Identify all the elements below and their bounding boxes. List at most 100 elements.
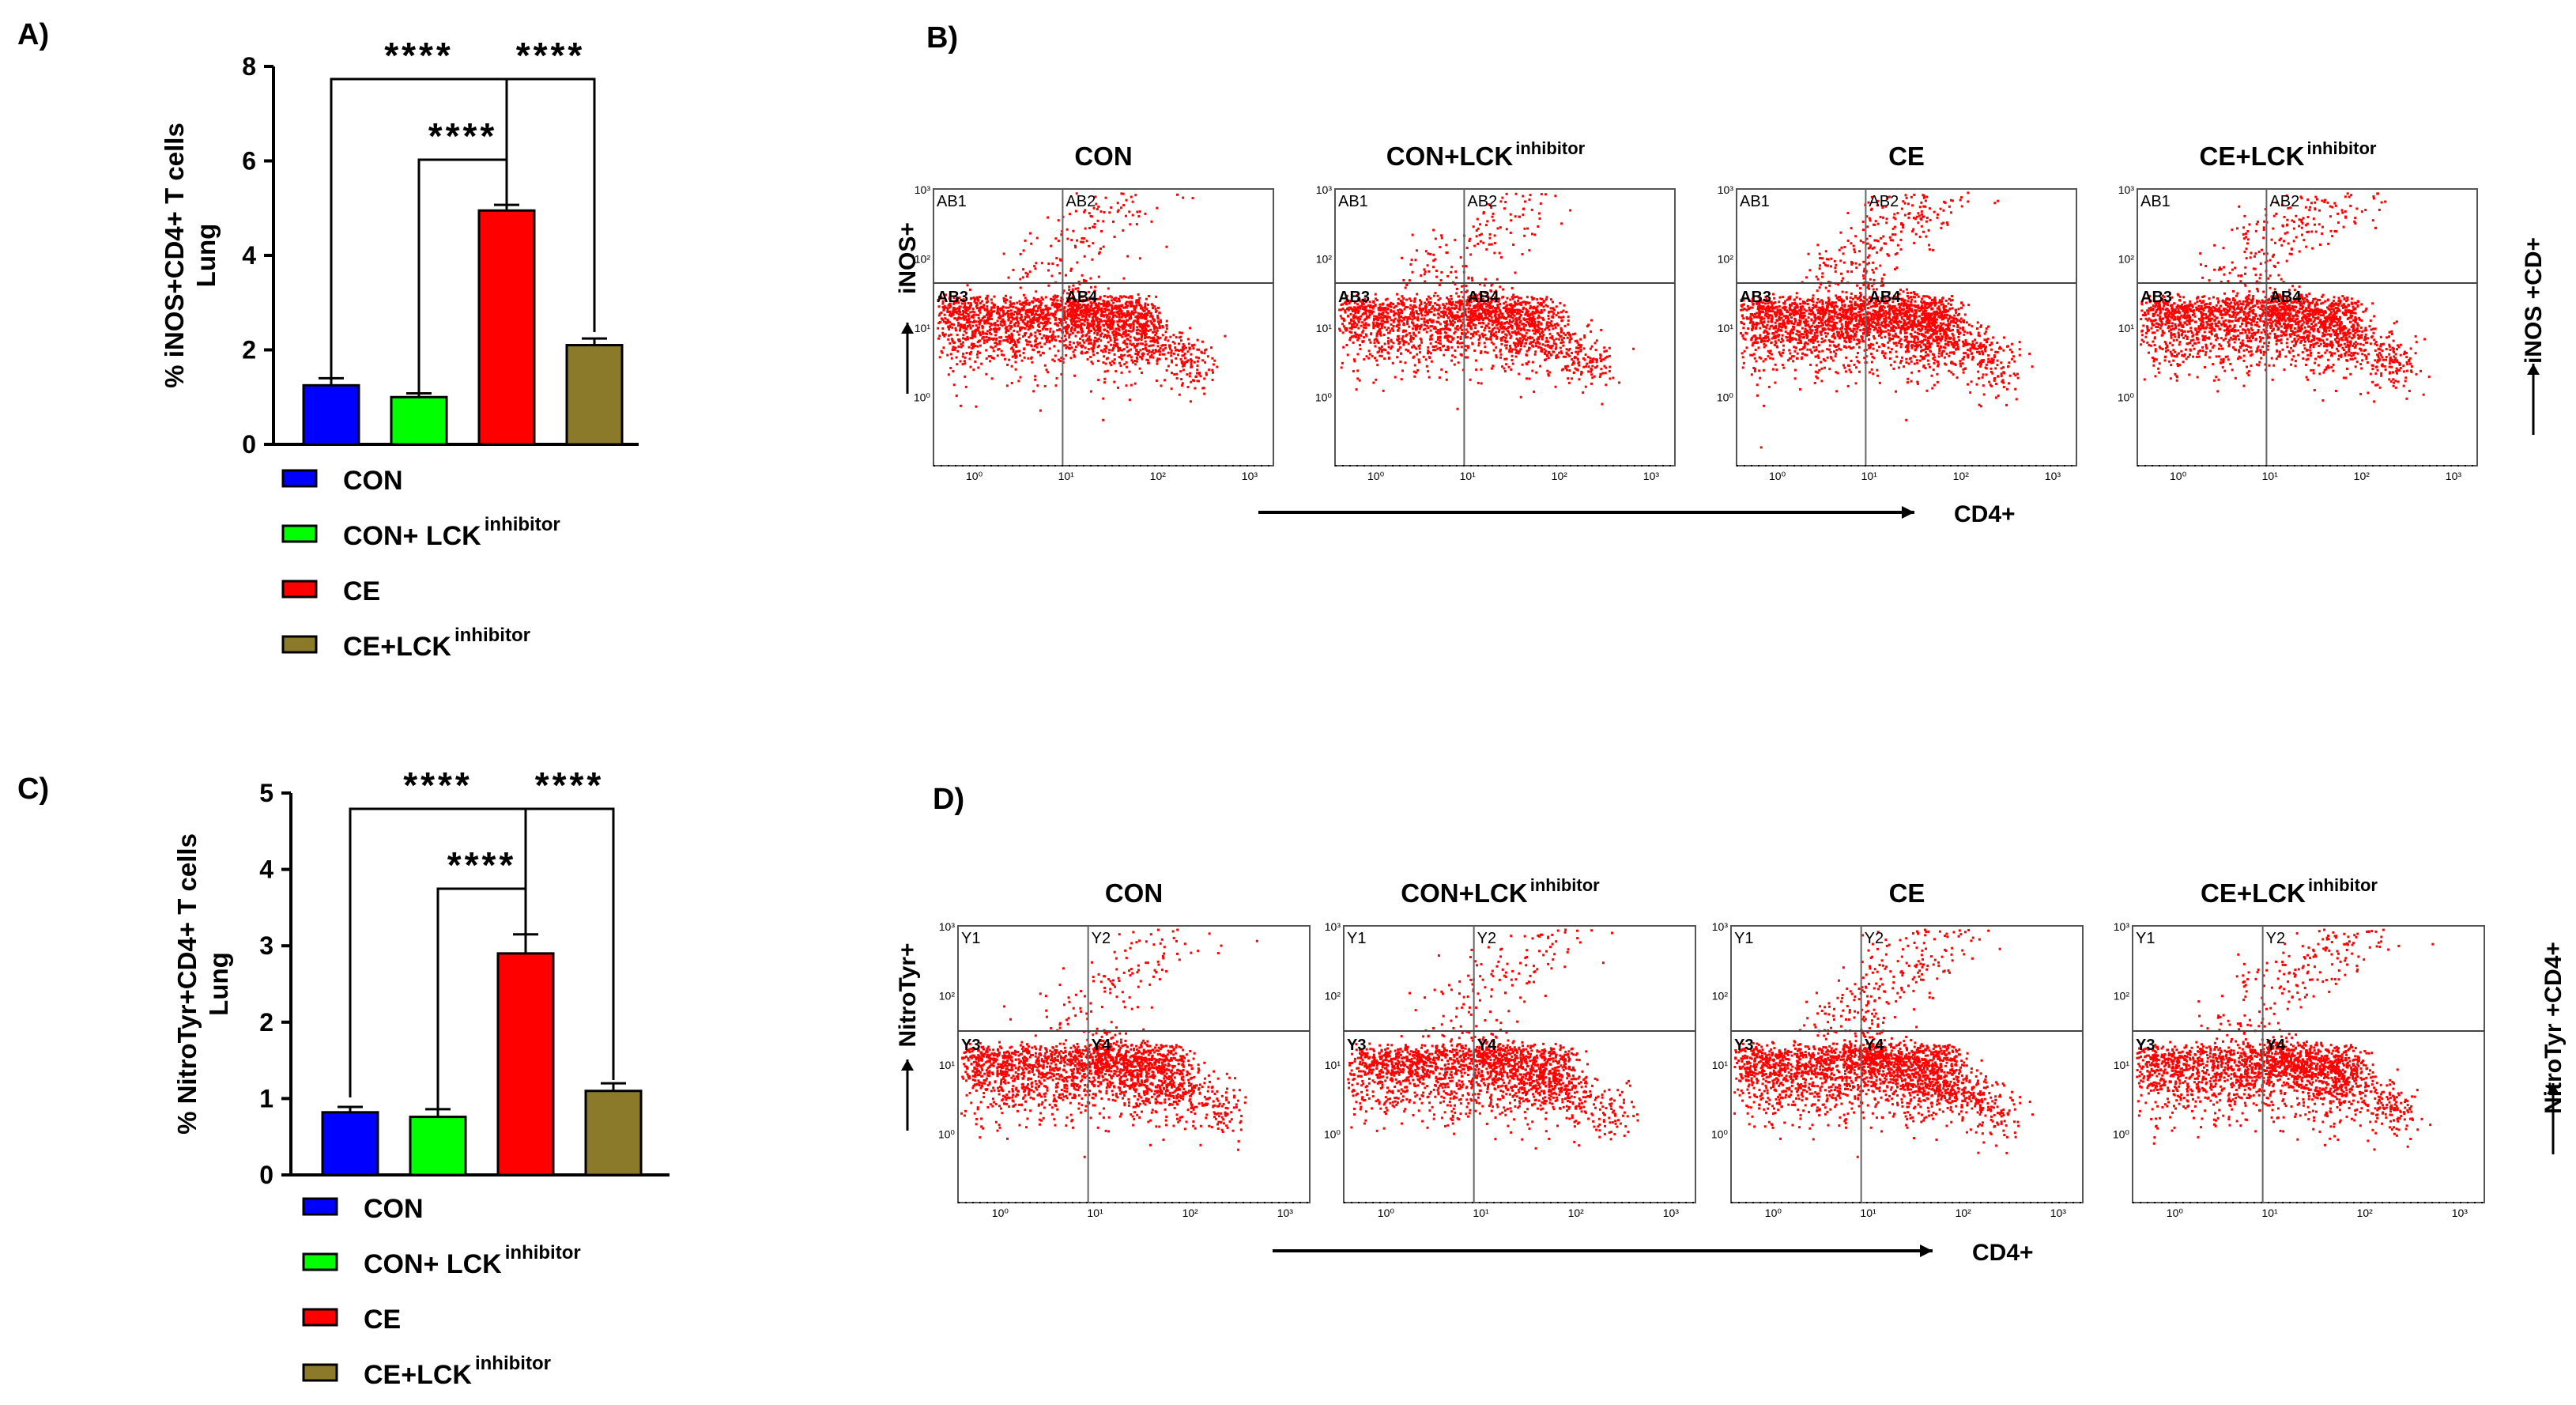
dot	[1363, 308, 1367, 312]
dot	[1433, 309, 1436, 312]
dot	[1540, 193, 1543, 196]
dot	[1505, 347, 1508, 350]
dot	[1021, 335, 1024, 338]
dot	[1489, 313, 1492, 316]
dot	[1352, 335, 1355, 338]
dot	[1409, 340, 1412, 343]
dot	[1488, 330, 1491, 333]
dot	[1554, 326, 1557, 329]
dot	[1529, 304, 1532, 308]
dot	[1594, 349, 1597, 352]
dot	[1179, 357, 1182, 361]
dot	[1011, 336, 1014, 339]
dot	[1499, 349, 1502, 353]
dot	[1397, 297, 1400, 300]
dot	[993, 304, 996, 308]
dot	[1024, 318, 1027, 321]
dot	[1530, 323, 1533, 326]
dot	[1028, 324, 1032, 327]
dot	[1131, 213, 1134, 217]
dot	[1481, 319, 1484, 322]
dot	[1906, 295, 1909, 298]
dot	[1438, 376, 1441, 380]
dot	[1466, 315, 1469, 319]
dot	[1361, 321, 1364, 324]
legend-swatch-1	[281, 524, 318, 543]
dot	[1960, 306, 1963, 309]
dot	[1084, 306, 1087, 309]
dot	[1032, 305, 1035, 308]
dot	[1092, 225, 1095, 229]
dot	[1514, 320, 1518, 323]
dot	[1039, 313, 1042, 316]
dot	[1425, 364, 1428, 368]
dot	[1035, 304, 1038, 308]
dot	[1465, 265, 1468, 268]
dot	[1106, 305, 1109, 308]
dot	[1509, 324, 1512, 327]
dot	[1135, 331, 1138, 334]
dot	[1494, 312, 1497, 315]
dot	[1368, 353, 1371, 356]
dot	[1381, 324, 1384, 327]
dot	[1155, 331, 1158, 334]
dot	[1069, 269, 1073, 272]
dot	[1434, 302, 1437, 305]
dot	[1156, 316, 1160, 319]
dot	[1142, 329, 1145, 332]
dot	[980, 305, 983, 308]
dot	[1066, 292, 1069, 295]
dot	[1374, 304, 1377, 307]
dot	[1122, 312, 1126, 315]
dot	[1340, 308, 1343, 312]
dot	[1344, 311, 1347, 314]
dot	[1499, 285, 1502, 289]
dot	[1140, 304, 1143, 308]
dot	[1045, 341, 1048, 344]
dot	[1118, 315, 1121, 319]
dot	[1437, 308, 1440, 311]
dot	[1424, 314, 1427, 317]
y-axis-label-line1: % NitroTyr+CD4+ T cells	[172, 833, 202, 1135]
dot	[1010, 339, 1013, 342]
dot	[1360, 324, 1363, 327]
dot	[1605, 383, 1608, 387]
dot	[1088, 329, 1091, 332]
dot	[1478, 336, 1481, 339]
dot	[1408, 279, 1411, 282]
dot	[1518, 372, 1521, 376]
dot	[1179, 349, 1182, 352]
dot	[1113, 344, 1116, 347]
dot	[1381, 349, 1384, 352]
dot	[1467, 307, 1470, 310]
dot	[1068, 299, 1071, 302]
dot	[1080, 344, 1083, 347]
dot	[1186, 373, 1189, 376]
dot	[1093, 339, 1096, 342]
dot	[1135, 223, 1138, 226]
dot	[1189, 327, 1192, 330]
dot	[1099, 303, 1103, 306]
dot	[998, 316, 1001, 319]
dot	[1426, 319, 1429, 323]
dot	[969, 327, 972, 330]
dot	[978, 330, 981, 334]
dot	[1514, 348, 1517, 351]
dot	[1472, 295, 1475, 298]
dot	[1112, 220, 1115, 223]
dot	[1107, 325, 1110, 328]
dot	[1050, 244, 1053, 247]
dot	[1461, 328, 1464, 331]
dot	[1130, 356, 1133, 359]
dot	[1001, 305, 1005, 308]
dot	[1154, 308, 1157, 311]
dot	[1201, 359, 1205, 362]
dot	[1204, 361, 1207, 364]
dot	[1083, 308, 1086, 312]
dot	[952, 296, 956, 300]
dot	[1545, 337, 1548, 340]
dot	[1400, 312, 1403, 315]
dot	[984, 319, 987, 323]
dot	[1423, 317, 1426, 320]
